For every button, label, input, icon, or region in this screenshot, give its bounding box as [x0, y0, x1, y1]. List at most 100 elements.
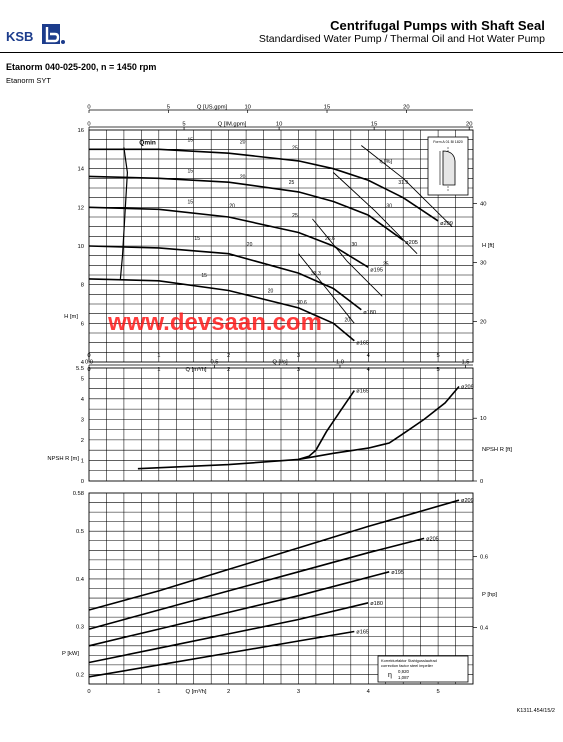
efficiency-label: 15: [187, 169, 193, 175]
head-x-axis-label: Q [m³/h]: [186, 367, 207, 373]
power-curve-ø205: [88, 537, 425, 630]
efficiency-label: 15: [187, 138, 193, 144]
head-y-tick-label: 10: [78, 244, 84, 250]
power-y-tick-label: 0.5: [76, 529, 84, 535]
qmin-line: [119, 147, 129, 279]
power-curve-label: ø195: [391, 570, 404, 576]
head-curve-ø180: [88, 245, 362, 311]
head-y2-tick-label: 40: [480, 202, 486, 208]
npsh-y-tick-label: 2: [81, 438, 84, 444]
correction-box: [377, 655, 469, 683]
power-x-tick-label: 2: [227, 689, 230, 695]
header-title: Centrifugal Pumps with Shaft Seal: [330, 18, 545, 33]
head-us-tick-label: 5: [167, 105, 170, 111]
npsh-y-axis-label: NPSH R [m]: [47, 456, 79, 462]
power-curve-label: ø165: [356, 629, 369, 635]
efficiency-label: 20: [229, 203, 235, 209]
power-curve-ø180: [88, 602, 369, 664]
head-curve-ø209: [89, 148, 439, 222]
head-curve-label: ø180: [363, 310, 376, 316]
efficiency-label: 20: [268, 288, 274, 294]
npsh-curve-label: ø209: [461, 384, 474, 390]
power-x-tick-label: 4: [367, 689, 371, 695]
npsh-ls-tick-label: 1.5: [461, 360, 469, 366]
npsh-y2-tick-label: 0: [480, 479, 483, 485]
impeller-shape: [442, 150, 456, 186]
npsh-y2-axis-label: NPSH R [ft]: [482, 447, 512, 453]
head-us-tick-label: 20: [403, 105, 409, 111]
head-y-tick-label: 4: [81, 360, 85, 366]
power-x-tick-label: 3: [297, 689, 300, 695]
efficiency-label: 33.3: [311, 271, 321, 277]
efficiency-label: 20: [240, 140, 246, 146]
head-x-tick-label: 4: [367, 367, 371, 373]
head-us-tick-label: 10: [244, 105, 250, 111]
power-curve-ø209: [88, 499, 460, 611]
npsh-ls-tick-label: 0.0: [85, 360, 93, 366]
npsh-curve-label: ø165: [356, 389, 369, 395]
efficiency-label: 25: [292, 145, 298, 151]
efficiency-label: 30: [352, 242, 358, 248]
efficiency-label: 25: [292, 213, 298, 219]
npsh-y-tick-label: 5.5: [76, 366, 84, 372]
power-y-tick-label: 0.4: [76, 577, 85, 583]
head-im-tick-label: 10: [276, 122, 282, 128]
npsh-x-tick-label: 2: [227, 353, 230, 359]
head-curve-ø165: [88, 278, 355, 342]
power-curve-ø165: [88, 630, 355, 678]
head-y2-axis-label: H [ft]: [482, 243, 495, 249]
head-im-tick-label: 5: [182, 122, 185, 128]
power-curve-label: ø205: [426, 536, 439, 542]
head-us-axis-label: Q [US.gpm]: [197, 105, 228, 111]
head-im-axis-label: Q [IM.gpm]: [218, 122, 247, 128]
power-curve-ø195: [88, 571, 390, 647]
pump-title: Etanorm 040-025-200, n = 1450 rpm: [6, 62, 157, 72]
power-y2-axis-label: P [hp]: [482, 592, 497, 598]
efficiency-label: 25: [383, 261, 389, 267]
head-im-tick-label: 15: [371, 122, 377, 128]
npsh-x-tick-label: 1: [157, 353, 160, 359]
power-y2-tick-label: 0.4: [480, 625, 489, 631]
head-curve-ø195: [88, 206, 369, 268]
header-subtitle: Standardised Water Pump / Thermal Oil an…: [258, 33, 545, 45]
head-y2-tick-label: 20: [480, 319, 486, 325]
power-y-axis-label: P [kW]: [62, 651, 79, 657]
qmin-label: Qmin: [139, 140, 156, 147]
npsh-y-tick-label: 1: [81, 458, 84, 464]
npsh-y2-tick-label: 10: [480, 416, 486, 422]
npsh-y-tick-label: 3: [81, 417, 84, 423]
npsh-y-tick-label: 5: [81, 376, 84, 382]
power-chart: 0.2 0.3 0.4 0.5 0.58 P [kW] 0.4 0.6 P [hp] 0 1 2 3 4 5…: [62, 491, 497, 695]
head-chart: 0 5 10 15 200 5 10 15 20Q [US.gpm]Q [IM.gpm]4681…: [64, 105, 494, 374]
npsh-chart: 0.0 0.5 1.0 1.5 Q [l/s] 0 1 2 3 4 5 0 1 2 3 4 5 5.5 NPSH R…: [47, 353, 512, 485]
efficiency-label: 15: [194, 236, 200, 242]
head-us-tick-label: 0: [87, 105, 90, 111]
power-x-tick-label: 0: [87, 689, 90, 695]
head-curve-label: ø165: [356, 341, 369, 347]
power-y2-tick-label: 0.6: [480, 555, 488, 561]
power-y-tick-label: 0.58: [73, 491, 84, 497]
power-curve-label: ø209: [461, 498, 474, 504]
efficiency-curve: [298, 253, 355, 324]
efficiency-label: 30.6: [297, 300, 307, 306]
head-y-axis-label: H [m]: [64, 314, 78, 320]
efficiency-curve: [361, 145, 453, 228]
pump-model: Etanorm SYT: [6, 76, 52, 85]
npsh-x-tick-label: 5: [436, 353, 439, 359]
efficiency-label: 20: [240, 174, 246, 180]
power-y-tick-label: 0.3: [76, 625, 84, 631]
correction-box-line2: correction factor steel impeller: [381, 663, 434, 668]
head-im-tick-label: 0: [87, 122, 90, 128]
head-y-tick-label: 12: [78, 205, 84, 211]
efficiency-label: 30: [386, 203, 392, 209]
power-x-tick-label: 5: [436, 689, 439, 695]
correction-box-symbol: η: [388, 672, 392, 679]
efficiency-label: 26.6: [325, 236, 335, 242]
head-us-tick-label: 15: [324, 105, 330, 111]
npsh-y-tick-label: 4: [81, 397, 85, 403]
head-y-tick-label: 6: [81, 321, 84, 327]
correction-box-factor1: 0,920: [398, 669, 410, 674]
power-y-tick-label: 0.2: [76, 672, 84, 678]
efficiency-label: 20: [247, 242, 253, 248]
